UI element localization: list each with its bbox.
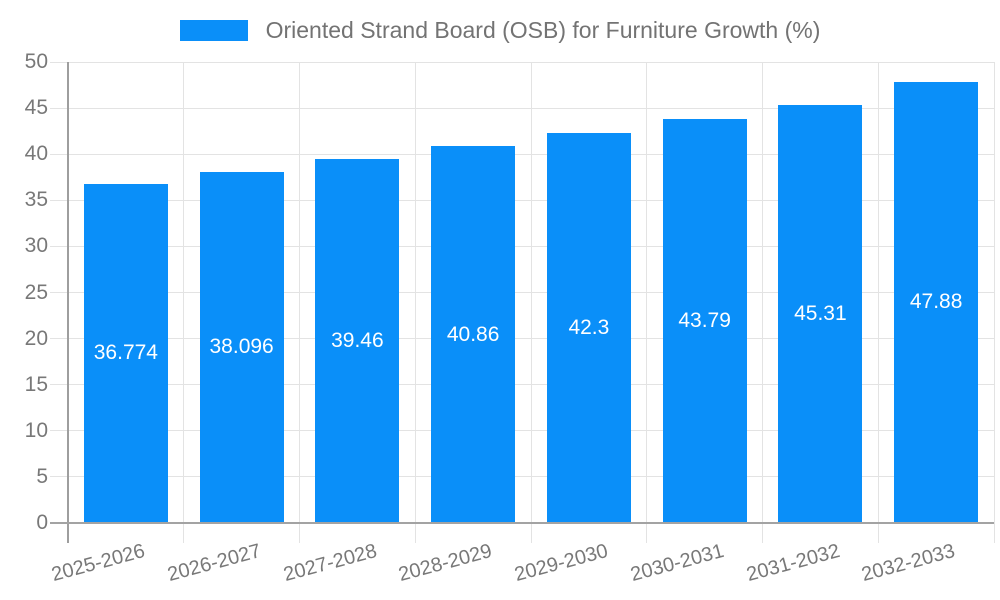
y-axis-tick-label: 0: [36, 511, 48, 534]
gridline-vertical: [183, 62, 185, 543]
gridline-horizontal: [50, 199, 994, 201]
y-axis-tick-label: 15: [24, 372, 48, 396]
bar-value-label: 39.46: [331, 329, 384, 353]
x-axis-tick-label: 2032-2033: [859, 540, 958, 587]
x-axis-tick-label: 2026-2027: [165, 540, 264, 587]
x-axis-line: [50, 522, 994, 524]
bar-value-label: 38.096: [209, 335, 274, 359]
gridline-horizontal: [50, 430, 994, 432]
x-axis-tick-label: 2027-2028: [280, 540, 380, 587]
gridline-horizontal: [50, 61, 994, 63]
gridline-vertical: [414, 62, 416, 543]
x-axis-tick-label: 2029-2030: [512, 540, 611, 587]
gridline-horizontal: [50, 476, 994, 478]
bar[interactable]: 45.31: [778, 105, 863, 523]
gridline-horizontal: [50, 292, 994, 293]
y-axis-tick-label: 5: [36, 464, 48, 488]
plot-area: 36.774 38.096 39.46 40.86 42.3 43.79 45.31 47.8…: [50, 61, 995, 543]
y-axis-tick-label: 10: [24, 418, 48, 442]
legend-swatch-icon: [179, 19, 248, 41]
gridline-horizontal: [50, 153, 994, 155]
y-axis-tick-label: 30: [24, 234, 48, 258]
x-axis-tick-label: 2031-2032: [743, 540, 843, 587]
chart-legend[interactable]: Oriented Strand Board (OSB) for Furnitur…: [0, 16, 1000, 44]
y-axis-tick-label: 40: [24, 142, 48, 166]
bar-value-label: 47.88: [909, 290, 963, 314]
bar-value-label: 43.79: [678, 309, 731, 333]
bar[interactable]: 39.46: [315, 159, 400, 523]
bar-value-label: 40.86: [446, 322, 500, 346]
gridline-vertical: [993, 62, 995, 543]
gridline-horizontal: [50, 384, 994, 386]
x-axis-tick-label: 2028-2029: [396, 540, 495, 587]
bar-value-label: 36.774: [93, 341, 158, 365]
gridline-horizontal: [50, 107, 994, 109]
y-axis-tick-label: 45: [24, 96, 48, 120]
gridline-vertical: [877, 62, 879, 543]
bar[interactable]: 43.79: [662, 119, 747, 523]
bar[interactable]: 38.096: [199, 171, 284, 523]
gridline-vertical: [646, 62, 648, 543]
y-axis-tick-label: 50: [24, 50, 48, 73]
bar[interactable]: 36.774: [83, 183, 168, 523]
y-axis-line: [67, 62, 69, 543]
gridline-vertical: [762, 62, 763, 543]
legend-label: Oriented Strand Board (OSB) for Furnitur…: [265, 16, 821, 43]
y-axis-tick-label: 25: [24, 280, 48, 304]
x-axis-tick-label: 2025-2026: [49, 540, 148, 587]
gridline-vertical: [299, 62, 300, 543]
gridline-vertical: [530, 62, 532, 543]
bar-value-label: 45.31: [794, 302, 847, 326]
y-axis-tick-label: 20: [24, 326, 48, 350]
gridline-horizontal: [50, 338, 994, 340]
gridline-horizontal: [50, 245, 994, 247]
bar[interactable]: 40.86: [431, 146, 516, 523]
y-axis-tick-label: 35: [24, 188, 48, 212]
bar[interactable]: 42.3: [546, 133, 631, 523]
bar-value-label: 42.3: [568, 316, 610, 339]
bar[interactable]: 47.88: [894, 81, 979, 523]
x-axis-tick-label: 2030-2031: [628, 540, 727, 587]
